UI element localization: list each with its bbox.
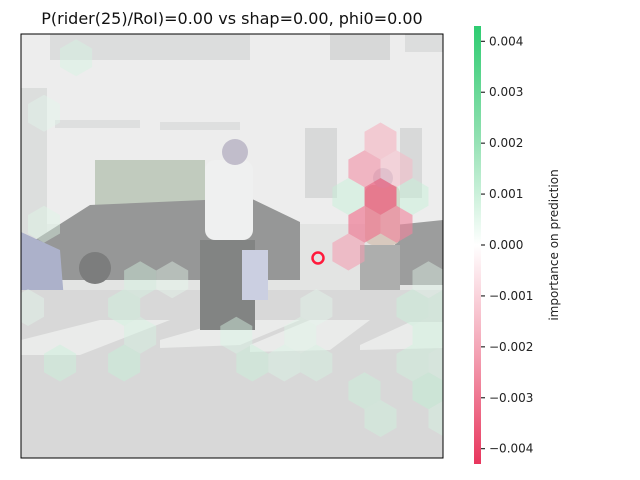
hex-cell-positive [284,316,317,354]
hex-cell-negative [380,150,413,188]
hex-cell-positive [156,261,189,299]
hex-cell-positive [412,372,443,410]
hex-cell-positive [428,345,443,381]
colorbar [474,26,481,464]
hex-cell-positive [220,316,253,354]
hex-cell-positive [364,400,397,437]
hex-cell-positive [44,344,77,382]
hex-cell-negative [380,205,413,243]
colorbar-tick-label: −0.001 [489,289,533,303]
chart-title: P(rider(25)/RoI)=0.00 vs shap=0.00, phi0… [41,9,423,28]
hex-cell-negative [364,178,397,215]
hex-cell-positive [28,94,60,132]
shap-hex-overlay [21,39,477,437]
hex-cell-positive [108,344,141,382]
hex-cell-positive [28,205,60,243]
hex-cell-positive [268,344,301,382]
colorbar-label: importance on prediction [547,169,561,320]
hex-cell-positive [445,206,477,243]
hex-cell-positive [445,95,477,132]
hex-cell-positive [428,400,443,437]
hex-cell-positive [428,289,443,326]
colorbar-tick-label: 0.002 [489,136,523,150]
hex-cell-positive [412,261,443,299]
colorbar-tick-label: −0.002 [489,340,533,354]
hex-cell-negative [348,150,381,188]
hex-cell-positive [108,289,141,326]
hex-cell-positive [300,289,333,326]
hex-cell-positive [396,344,429,382]
hex-cell-positive [332,178,365,215]
hex-cell-positive [21,289,44,326]
hex-cell-positive [60,39,93,77]
hex-cell-positive [124,316,157,354]
colorbar-tick-label: 0.001 [489,187,523,201]
background-photo [21,34,443,458]
colorbar-tick-label: −0.003 [489,391,533,405]
colorbar-tick-label: 0.000 [489,238,523,252]
colorbar-ticks: 0.004 0.003 0.002 0.001 0.000 −0.001 −0.002 −0.… [481,34,533,456]
hex-cell-positive [445,261,477,298]
hex-cell-positive [396,289,429,326]
axes-frame [20,33,444,459]
hex-cell-negative [348,205,381,243]
hex-cell-positive [236,344,269,382]
hex-cell-negative [364,122,397,160]
hex-cell-positive [124,261,157,299]
hex-cell-positive [348,372,381,410]
colorbar-tick-label: 0.004 [489,34,523,48]
hex-cell-negative [332,233,365,271]
hex-cell-positive [396,178,429,215]
colorbar-tick-label: −0.004 [489,442,533,456]
hex-cell-positive [412,316,443,354]
roi-marker [311,251,325,265]
hex-cell-positive [300,344,333,382]
colorbar-tick-label: 0.003 [489,85,523,99]
